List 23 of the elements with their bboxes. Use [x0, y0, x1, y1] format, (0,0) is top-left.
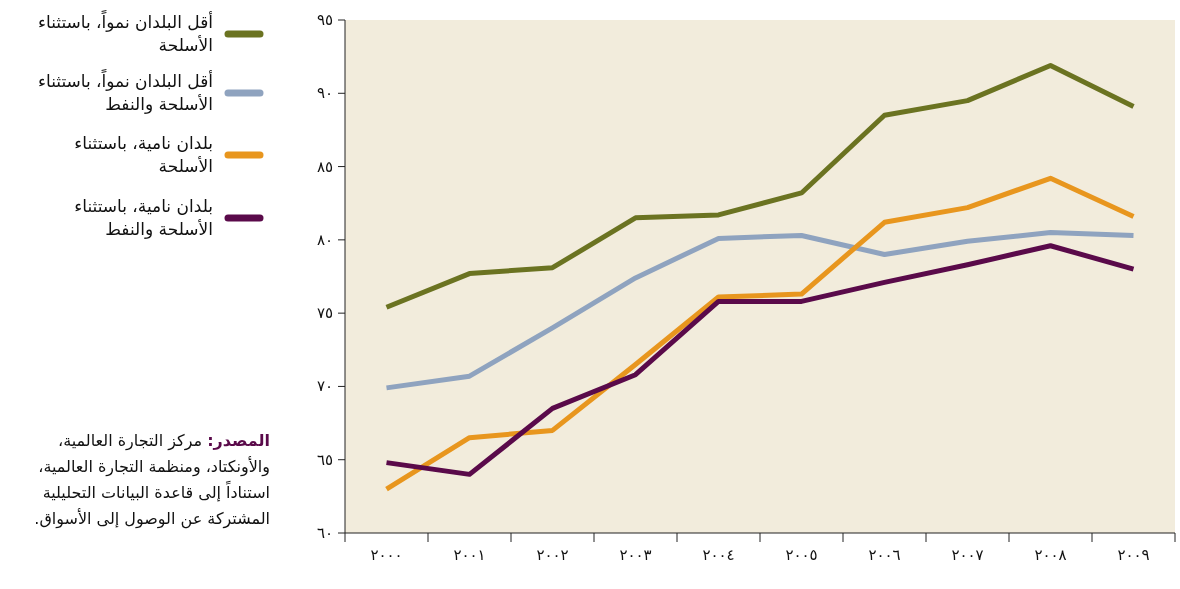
y-tick-label: ٦٥	[316, 450, 333, 469]
x-tick-label: ٢٠٠١	[453, 546, 486, 564]
x-tick-label: ٢٠٠٤	[702, 546, 735, 564]
x-tick-label: ٢٠٠٥	[785, 546, 818, 564]
y-tick-label: ٩٥	[316, 11, 333, 29]
x-tick-label: ٢٠٠٠	[370, 546, 403, 564]
y-tick-label: ٧٥	[316, 304, 333, 323]
y-tick-label: ٧٠	[316, 377, 333, 396]
y-tick-label: ٨٥	[316, 157, 333, 176]
y-tick-label: ٩٠	[316, 84, 333, 103]
legend-label: أقل البلدان نمواً، باستثناء الأسلحة	[37, 11, 213, 57]
x-tick-label: ٢٠٠٣	[619, 546, 652, 564]
x-tick-label: ٢٠٠٧	[951, 546, 984, 564]
x-tick-label: ٢٠٠٦	[868, 546, 901, 564]
legend-label: بلدان نامية، باستثناء الأسلحة والنفط	[73, 195, 213, 241]
x-tick-label: ٢٠٠٩	[1117, 546, 1150, 564]
x-tick-label: ٢٠٠٨	[1034, 546, 1067, 564]
text: المصدر: مركز التجارة العالمية، والأونكتاد، ومنظمة التجارة العالمية، استناداً إلى قاعدة البيانات التحليلية المشتركة عن الوصول إلى الأسواق.	[33, 430, 270, 531]
legend-label: بلدان نامية، باستثناء الأسلحة	[73, 132, 213, 178]
y-tick-label: ٨٠	[316, 230, 333, 249]
y-tick-label: ٦٠	[316, 524, 333, 542]
x-tick-label: ٢٠٠٢	[536, 546, 569, 564]
legend-label: أقل البلدان نمواً، باستثناء الأسلحة والنفط	[37, 70, 213, 116]
